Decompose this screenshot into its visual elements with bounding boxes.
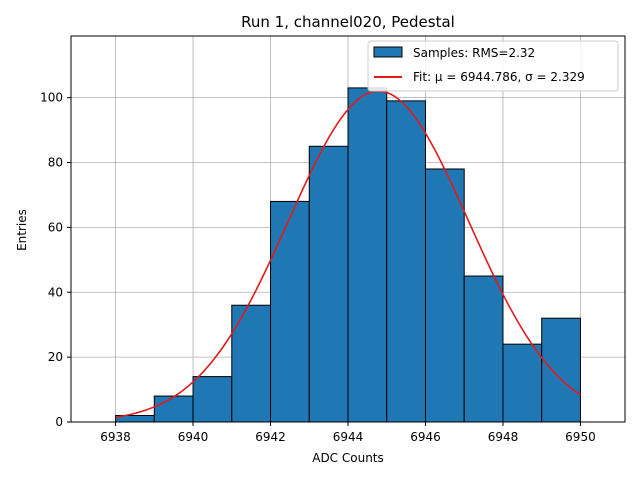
x-axis-label: ADC Counts (312, 451, 384, 465)
histogram-bar (541, 317, 581, 423)
y-tick-label: 0 (55, 415, 63, 429)
x-tick-label: 6950 (565, 430, 596, 444)
legend: Samples: RMS=2.32 Fit: μ = 6944.786, σ =… (367, 40, 619, 92)
histogram-bar (192, 376, 233, 423)
histogram-bar (270, 200, 310, 423)
gaussian-fit-curve (115, 90, 581, 419)
y-tick-label: 40 (48, 285, 63, 299)
y-tick-label: 60 (48, 220, 63, 234)
y-axis-ticks: 0 20 40 60 80 100 (40, 91, 71, 429)
x-tick-label: 6944 (333, 430, 364, 444)
x-tick-label: 6946 (410, 430, 441, 444)
histogram-bar (347, 87, 388, 423)
y-tick-label: 80 (48, 156, 63, 170)
x-tick-label: 6938 (100, 430, 131, 444)
legend-fit-label: Fit: μ = 6944.786, σ = 2.329 (413, 70, 585, 84)
legend-histogram-label: Samples: RMS=2.32 (413, 46, 535, 60)
histogram-bar (502, 343, 543, 423)
x-axis-ticks: 6938 6940 6942 6944 6946 6948 6950 (100, 422, 596, 444)
y-axis-label: Entries (15, 209, 29, 251)
legend-histogram-swatch (373, 46, 403, 58)
histogram-bars (115, 87, 581, 423)
y-tick-label: 20 (48, 350, 63, 364)
x-tick-label: 6942 (255, 430, 286, 444)
x-tick-label: 6948 (488, 430, 519, 444)
legend-box (367, 40, 619, 92)
x-tick-label: 6940 (178, 430, 209, 444)
histogram-bar (153, 395, 194, 423)
histogram-bar (463, 275, 504, 423)
chart-title: Run 1, channel020, Pedestal (241, 13, 455, 31)
histogram-bar (424, 168, 465, 423)
y-tick-label: 100 (40, 91, 63, 105)
histogram-bar (308, 145, 349, 423)
histogram-bar (386, 100, 426, 423)
